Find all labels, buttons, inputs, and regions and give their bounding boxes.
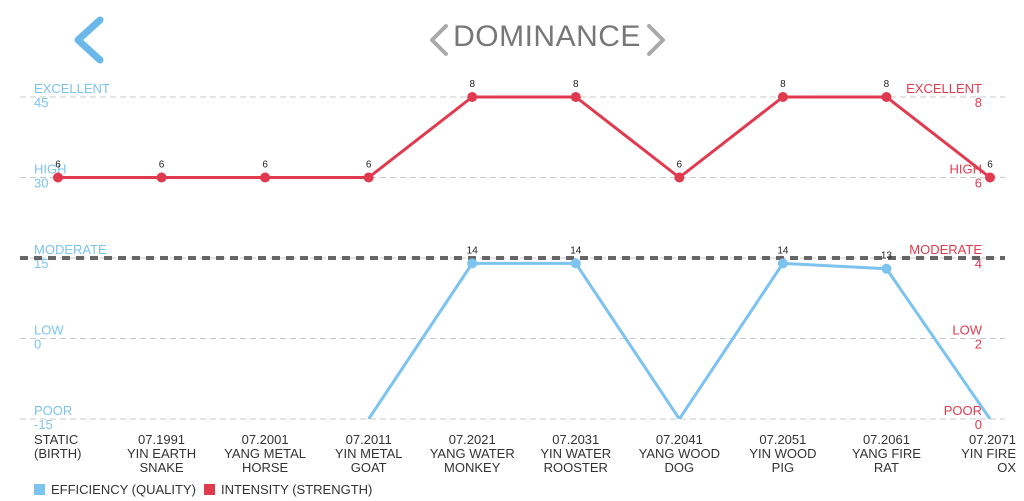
data-label: 6 bbox=[677, 160, 683, 171]
x-tick-label: SNAKE bbox=[140, 460, 184, 475]
data-point-efficiency bbox=[467, 258, 478, 269]
data-label: 14 bbox=[467, 245, 479, 256]
right-axis-level-label: LOW bbox=[952, 323, 982, 338]
legend: EFFICIENCY (QUALITY) INTENSITY (STRENGTH… bbox=[34, 482, 380, 497]
x-tick-label: YANG METAL bbox=[224, 446, 306, 461]
data-label: 6 bbox=[987, 160, 993, 171]
left-axis-level-label: MODERATE bbox=[34, 242, 107, 257]
data-point-intensity bbox=[260, 172, 271, 183]
data-label: 8 bbox=[573, 79, 579, 90]
series-line-efficiency bbox=[367, 261, 992, 419]
right-axis-tick-label: 2 bbox=[975, 337, 982, 352]
x-tick-label: YIN METAL bbox=[335, 446, 403, 461]
x-tick-label: STATIC bbox=[34, 432, 78, 447]
right-axis-level-label: POOR bbox=[944, 403, 982, 418]
data-label: 14 bbox=[777, 245, 789, 256]
data-point-intensity bbox=[985, 172, 995, 183]
data-point-efficiency bbox=[881, 263, 892, 274]
right-axis-tick-label: 4 bbox=[975, 256, 982, 271]
x-tick-label: PIG bbox=[772, 460, 794, 475]
right-axis-level-label: MODERATE bbox=[909, 242, 982, 257]
x-tick-label: 07.2021 bbox=[449, 432, 496, 447]
x-tick-label: OX bbox=[997, 460, 1016, 475]
left-axis-tick-label: 0 bbox=[34, 337, 41, 352]
data-label: 6 bbox=[262, 160, 268, 171]
data-point-intensity bbox=[777, 92, 788, 102]
legend-label-intensity: INTENSITY (STRENGTH) bbox=[220, 482, 373, 497]
right-axis-level-label: EXCELLENT bbox=[906, 81, 982, 96]
x-tick-label: 07.2051 bbox=[759, 432, 806, 447]
x-tick-label: MONKEY bbox=[444, 460, 501, 475]
x-tick-label: 07.2071 bbox=[969, 432, 1016, 447]
x-tick-label: ROOSTER bbox=[544, 460, 608, 475]
right-axis-tick-label: 8 bbox=[975, 95, 982, 110]
data-label: 6 bbox=[55, 160, 61, 171]
data-point-intensity bbox=[881, 92, 892, 102]
legend-item-efficiency: EFFICIENCY (QUALITY) bbox=[34, 482, 196, 497]
x-tick-label: GOAT bbox=[351, 460, 387, 475]
x-tick-label: 07.2001 bbox=[242, 432, 289, 447]
right-axis-tick-label: 6 bbox=[975, 176, 982, 191]
x-tick-label: YIN WATER bbox=[540, 446, 611, 461]
x-tick-label: 07.2011 bbox=[346, 432, 392, 447]
x-tick-label: YANG FIRE bbox=[852, 446, 921, 461]
data-point-intensity bbox=[53, 172, 63, 183]
left-axis-level-label: POOR bbox=[34, 403, 72, 418]
legend-swatch-intensity bbox=[203, 484, 215, 495]
previous-chevron-icon[interactable] bbox=[426, 22, 452, 58]
x-tick-label: YANG WOOD bbox=[639, 446, 720, 461]
x-tick-label: 07.2041 bbox=[656, 432, 703, 447]
x-tick-label: 07.1991 bbox=[138, 432, 185, 447]
legend-label-efficiency: EFFICIENCY (QUALITY) bbox=[51, 482, 196, 497]
data-point-intensity bbox=[674, 172, 685, 183]
data-point-efficiency bbox=[777, 258, 788, 269]
legend-swatch-efficiency bbox=[34, 484, 45, 495]
x-tick-label: 07.2031 bbox=[552, 432, 599, 447]
data-label: 6 bbox=[159, 160, 165, 171]
x-tick-label: DOG bbox=[665, 460, 695, 475]
data-label: 8 bbox=[469, 79, 475, 90]
left-axis-level-label: EXCELLENT bbox=[34, 81, 110, 96]
x-tick-label: YIN EARTH bbox=[127, 446, 196, 461]
data-label: 13 bbox=[881, 251, 893, 262]
left-axis-level-label: LOW bbox=[34, 323, 64, 338]
data-label: 8 bbox=[780, 79, 786, 90]
right-axis-tick-label: 0 bbox=[975, 417, 982, 432]
data-point-intensity bbox=[156, 172, 167, 183]
data-label: 8 bbox=[884, 79, 890, 90]
line-chart: EXCELLENT45HIGH30MODERATE15LOW0POOR-15EX… bbox=[20, 79, 1016, 475]
legend-item-intensity: INTENSITY (STRENGTH) bbox=[203, 482, 373, 497]
back-chevron-icon[interactable] bbox=[66, 14, 114, 66]
x-tick-label: RAT bbox=[874, 460, 899, 475]
data-point-intensity bbox=[467, 92, 478, 102]
x-tick-label: YIN FIRE bbox=[961, 446, 1016, 461]
series-line-intensity bbox=[58, 95, 991, 179]
left-axis-tick-label: 30 bbox=[34, 176, 48, 191]
x-tick-label: YANG WATER bbox=[430, 446, 515, 461]
left-axis-tick-label: -15 bbox=[34, 417, 53, 432]
x-tick-label: YIN WOOD bbox=[749, 446, 816, 461]
data-label: 6 bbox=[366, 160, 372, 171]
next-chevron-icon[interactable] bbox=[643, 22, 669, 58]
x-tick-label: (BIRTH) bbox=[34, 446, 81, 461]
data-point-intensity bbox=[570, 92, 581, 102]
x-tick-label: 07.2061 bbox=[863, 432, 910, 447]
x-tick-label: HORSE bbox=[242, 460, 289, 475]
left-axis-tick-label: 45 bbox=[34, 95, 48, 110]
data-point-efficiency bbox=[570, 258, 581, 269]
data-label: 14 bbox=[570, 245, 582, 256]
data-point-intensity bbox=[363, 172, 374, 183]
